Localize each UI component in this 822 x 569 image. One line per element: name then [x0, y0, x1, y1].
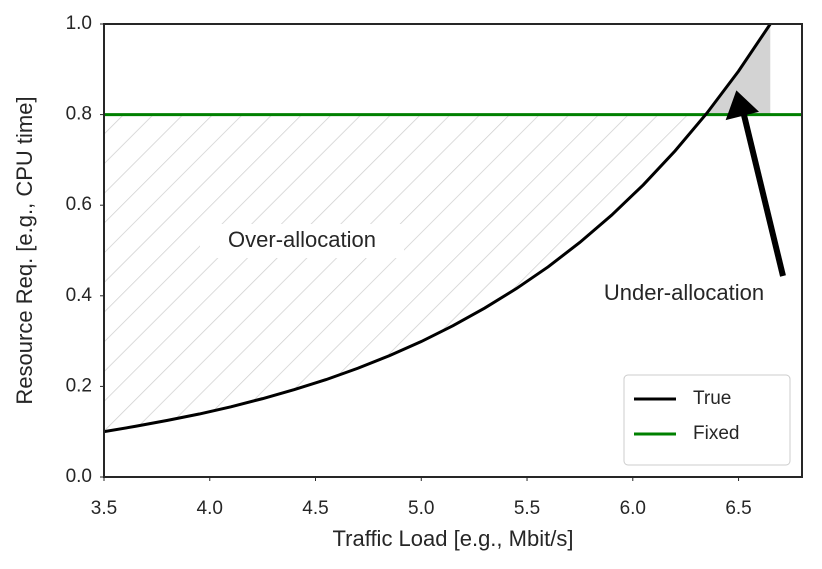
x-tick-label: 5.5 [514, 498, 540, 519]
annotation-bg [200, 224, 404, 258]
over-allocation-area [104, 114, 706, 432]
x-tick-label: 4.5 [302, 498, 328, 519]
legend-label: Fixed [693, 423, 739, 444]
y-tick-label: 0.0 [66, 466, 92, 487]
lines [104, 24, 802, 434]
legend-label: True [693, 388, 731, 409]
y-tick-label: 0.6 [66, 194, 92, 215]
x-tick-label: 6.5 [725, 498, 751, 519]
y-tick-label: 1.0 [66, 13, 92, 34]
annotation: Over-allocation [228, 227, 376, 252]
plot-frame [103, 23, 803, 478]
fills [104, 24, 771, 432]
y-tick-label: 0.8 [66, 104, 92, 125]
x-tick-label: 4.0 [197, 498, 223, 519]
y-axis-label: Resource Req. [e.g., CPU time] [12, 96, 37, 404]
x-tick-label: 3.5 [91, 498, 117, 519]
series-line [104, 24, 772, 434]
x-tick-label: 5.0 [408, 498, 434, 519]
x-tick-label: 6.0 [620, 498, 646, 519]
under-allocation-area [705, 24, 771, 115]
annotation-arrowhead [725, 90, 760, 121]
annotation-arrow [741, 114, 786, 277]
annotation: Under-allocation [604, 280, 764, 305]
x-axis-label: Traffic Load [e.g., Mbit/s] [333, 526, 574, 551]
axes: 3.5 4.0 4.5 5.0 5.5 6.0 6.5 0.0 0.2 0.4 0.6 0.8 1.0 T… [12, 13, 803, 551]
y-tick-label: 0.4 [66, 285, 93, 306]
y-tick-label: 0.2 [66, 375, 92, 396]
